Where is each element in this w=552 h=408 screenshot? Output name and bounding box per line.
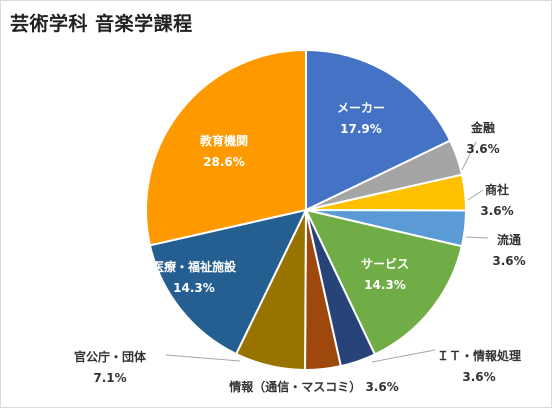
pie-slice <box>148 208 308 356</box>
slice-label-name: メーカー <box>337 101 385 115</box>
slice-label-name: 金融 <box>470 120 495 135</box>
slice-label-value: 3.6% <box>361 380 398 394</box>
slice-label-value: 17.9% <box>340 122 382 136</box>
slice-label-name: 官公庁・団体 <box>74 349 147 364</box>
slice-label-value: 7.1% <box>93 371 126 385</box>
slice-label-name: 流通 <box>497 232 521 247</box>
slice-label-value: 14.3% <box>173 281 215 295</box>
leader-line <box>467 189 484 201</box>
slice-label-value: 3.6% <box>480 204 513 218</box>
slice-label-name: ＩＴ・情報処理 <box>437 348 521 363</box>
leader-line <box>165 354 241 362</box>
leader-line <box>461 141 477 171</box>
slice-label-name: 商社 <box>485 182 509 197</box>
pie-slice <box>145 48 307 247</box>
slice-label-name: 教育機関 <box>199 133 248 148</box>
slice-label-name: 医療・福祉施設 <box>152 259 237 274</box>
slice-label-value: 3.6% <box>462 370 495 384</box>
pie-slice <box>304 208 464 356</box>
slice-label-value: 14.3% <box>364 278 406 292</box>
slice-label-value: 28.6% <box>203 155 245 169</box>
leader-line <box>371 349 436 363</box>
slice-label: 情報（通信・マスコミ） 3.6% <box>229 379 398 394</box>
slice-label-value: 3.6% <box>492 254 525 268</box>
pie-slice <box>305 48 452 212</box>
slice-label-value: 3.6% <box>466 142 499 156</box>
leader-line <box>465 236 489 239</box>
chart-title: 芸術学科 音楽学課程 <box>10 13 193 35</box>
slice-label-name: 情報（通信・マスコミ） <box>229 379 361 394</box>
slice-label-name: サービス <box>361 256 409 271</box>
